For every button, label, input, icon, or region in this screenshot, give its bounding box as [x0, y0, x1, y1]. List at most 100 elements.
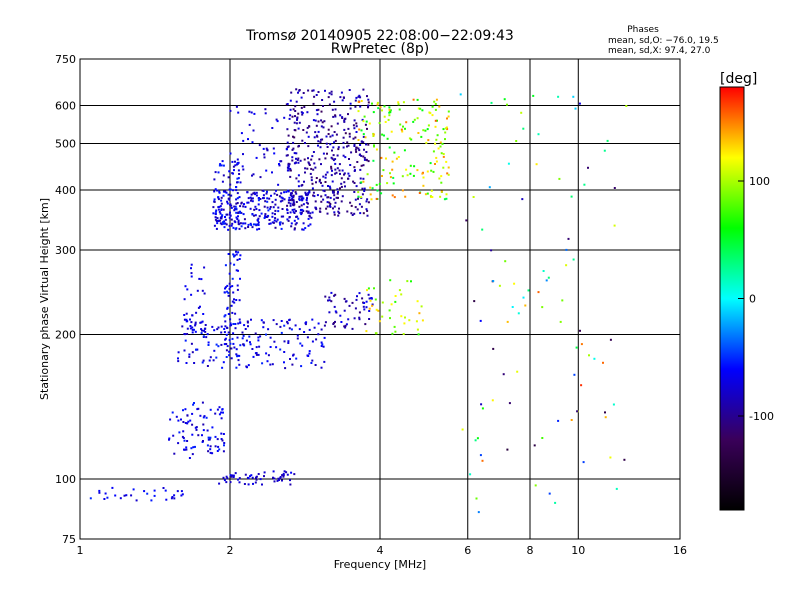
- data-point: [226, 284, 229, 287]
- data-point: [401, 189, 404, 192]
- data-point: [266, 360, 269, 363]
- data-point: [203, 292, 206, 295]
- data-point: [295, 357, 298, 360]
- data-point: [436, 134, 439, 137]
- data-point: [343, 119, 346, 122]
- data-point: [244, 473, 247, 476]
- data-point: [290, 222, 293, 225]
- data-point: [292, 135, 294, 138]
- data-point: [255, 346, 258, 349]
- data-point: [362, 177, 365, 180]
- data-point: [247, 201, 250, 204]
- data-point: [345, 323, 348, 326]
- data-point: [235, 353, 238, 356]
- data-point: [283, 361, 285, 364]
- data-point: [321, 343, 324, 346]
- data-point: [328, 311, 331, 314]
- data-point: [404, 195, 407, 198]
- data-point: [388, 146, 391, 149]
- data-point: [222, 476, 225, 479]
- data-point: [312, 194, 315, 197]
- data-point: [171, 411, 174, 414]
- data-point: [220, 331, 223, 334]
- data-point: [573, 373, 576, 376]
- data-point: [271, 171, 273, 174]
- data-point: [280, 196, 283, 199]
- data-point: [239, 277, 241, 280]
- data-point: [250, 474, 253, 477]
- data-point: [186, 440, 189, 442]
- data-point: [229, 286, 232, 288]
- data-point: [298, 199, 301, 202]
- data-point: [242, 168, 245, 171]
- data-point: [409, 172, 412, 175]
- data-point: [272, 319, 275, 322]
- data-point: [173, 497, 176, 500]
- data-point: [297, 127, 300, 130]
- data-point: [307, 89, 310, 92]
- data-point: [426, 128, 429, 131]
- data-point: [279, 221, 282, 224]
- data-point: [251, 476, 254, 479]
- data-point: [298, 328, 301, 331]
- data-point: [342, 146, 345, 149]
- x-axis-label: Frequency [MHz]: [334, 558, 426, 571]
- data-point: [263, 471, 266, 474]
- data-point: [323, 324, 326, 327]
- data-point: [226, 477, 229, 480]
- data-point: [241, 331, 244, 334]
- data-point: [324, 321, 327, 324]
- data-point: [297, 174, 300, 177]
- data-point: [216, 217, 219, 220]
- data-point: [227, 331, 230, 334]
- data-point: [235, 211, 238, 214]
- data-point: [504, 260, 507, 263]
- data-point: [329, 143, 332, 146]
- data-point: [180, 494, 183, 497]
- data-point: [236, 181, 238, 184]
- data-point: [311, 187, 314, 190]
- data-point: [339, 96, 342, 99]
- data-point: [506, 448, 509, 451]
- data-point: [272, 476, 274, 479]
- data-point: [164, 489, 167, 492]
- data-point: [358, 311, 361, 314]
- data-point: [269, 336, 272, 339]
- data-point: [476, 437, 479, 440]
- data-point: [282, 215, 285, 218]
- data-point: [267, 354, 270, 357]
- data-point: [315, 208, 318, 211]
- data-point: [312, 102, 315, 105]
- data-point: [430, 189, 433, 192]
- data-point: [321, 184, 324, 187]
- data-point: [243, 324, 246, 327]
- data-point: [257, 221, 260, 224]
- data-point: [259, 176, 262, 179]
- data-point: [375, 308, 378, 311]
- data-point: [293, 219, 296, 222]
- data-point: [217, 326, 220, 329]
- data-point: [389, 111, 392, 114]
- data-point: [340, 182, 343, 185]
- data-point: [425, 141, 428, 144]
- data-point: [327, 96, 330, 99]
- data-point: [263, 153, 266, 156]
- data-point: [255, 353, 258, 356]
- data-point: [428, 111, 431, 114]
- data-point: [195, 311, 198, 314]
- data-point: [371, 187, 374, 190]
- data-point: [361, 193, 364, 196]
- y-tick-label: 600: [55, 100, 76, 113]
- data-point: [394, 300, 397, 303]
- data-point: [228, 287, 231, 290]
- data-point: [322, 189, 325, 192]
- data-point: [307, 193, 310, 196]
- data-point: [223, 479, 226, 482]
- data-point: [429, 162, 432, 165]
- data-point: [234, 323, 237, 325]
- data-point: [222, 433, 225, 435]
- data-point: [307, 192, 310, 194]
- y-tick-label: 200: [55, 329, 76, 342]
- data-point: [287, 190, 290, 193]
